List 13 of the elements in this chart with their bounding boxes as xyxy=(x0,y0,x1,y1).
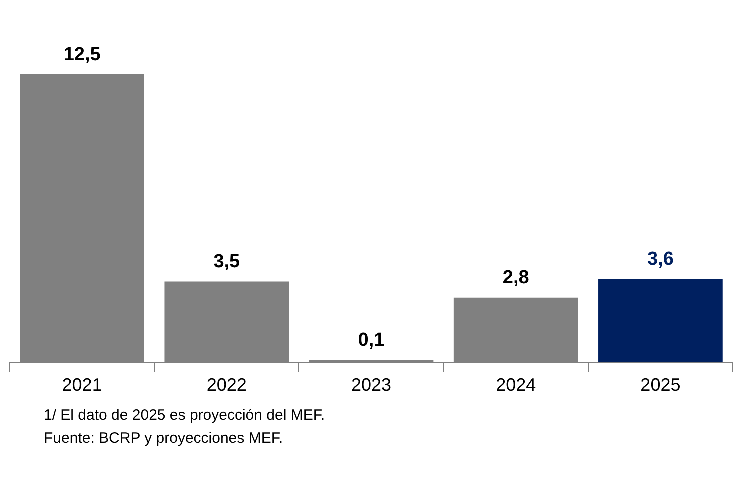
x-tick-label: 2025 xyxy=(640,375,681,396)
data-label: 2,8 xyxy=(502,268,530,289)
x-tick-label: 2024 xyxy=(496,375,536,396)
x-tick-label: 2021 xyxy=(62,375,102,396)
source-note: Fuente: BCRP y proyecciones MEF. xyxy=(44,429,284,449)
x-tick-label: 2023 xyxy=(351,375,392,396)
bar xyxy=(598,279,723,362)
text: 1/ El dato de 2025 es proyección del MEF. xyxy=(44,406,326,426)
data-label: 12,5 xyxy=(64,44,102,66)
data-label: 3,6 xyxy=(647,249,674,270)
data-label: 0,1 xyxy=(358,330,386,351)
data-label: 3,5 xyxy=(214,252,241,273)
x-tick-label: 2022 xyxy=(206,375,247,396)
